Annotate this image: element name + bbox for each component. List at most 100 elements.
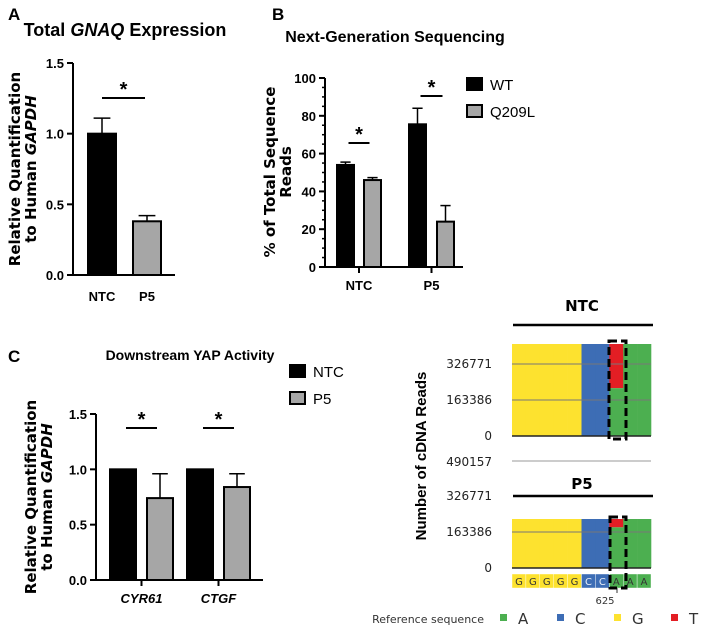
coverage-column <box>595 344 610 436</box>
y-axis-label-text: Number of cDNA Reads <box>413 372 430 541</box>
reference-base: C <box>599 577 606 588</box>
coverage-column <box>512 519 527 568</box>
coverage-column-t <box>609 344 624 389</box>
y-tick-label: 1.0 <box>46 127 64 142</box>
y-tick-label: 163386 <box>446 525 492 539</box>
bar-p5-wt <box>408 123 427 269</box>
bar-ctgf-ntc <box>186 468 214 582</box>
y-tick-label: 80 <box>302 109 316 124</box>
coverage-title: NTC <box>565 297 599 315</box>
position-label: 625 <box>595 596 614 607</box>
legend-swatch <box>289 391 306 405</box>
y-axis-label-line-part: GAPDH <box>38 423 56 483</box>
bar-ntc-wt <box>336 163 355 268</box>
panel-label: A <box>8 5 20 24</box>
coverage-column <box>525 519 541 568</box>
reference-base: G <box>543 577 551 588</box>
panel-c: C Downstream YAP Activity Relative Quantif… <box>8 347 344 606</box>
reference-base: A <box>641 577 648 588</box>
coverage-title: P5 <box>571 475 592 493</box>
significance-star: * <box>428 77 436 99</box>
reference-base: A <box>627 577 634 588</box>
coverage-column <box>637 519 652 568</box>
y-axis-label-line: to Human GAPDH <box>22 95 40 243</box>
chart-title-part: Total <box>24 20 71 40</box>
legend-swatch <box>614 614 621 621</box>
coverage-column <box>553 344 568 436</box>
bar-p5-q209l <box>436 220 455 268</box>
coverage-column-a <box>609 388 624 436</box>
y-tick-label: 326771 <box>446 357 492 371</box>
y-tick-label: 0 <box>484 429 492 443</box>
legend-swatch <box>671 614 678 621</box>
significance-star: * <box>355 124 363 146</box>
y-tick-label: 0.5 <box>69 518 87 533</box>
coverage-panel-p5: P5 0 163386 326771 490157 <box>446 455 653 575</box>
y-tick-label: 1.5 <box>69 407 87 422</box>
y-tick-label: 326771 <box>446 489 492 503</box>
y-axis-label-line: to Human GAPDH <box>38 423 56 571</box>
highlight-box <box>608 515 628 590</box>
bar-cyr61-p5 <box>146 497 174 581</box>
reference-base: G <box>529 577 537 588</box>
x-tick-label: NTC <box>346 278 373 293</box>
coverage-column <box>539 344 554 436</box>
y-tick-label: 1.0 <box>69 462 87 477</box>
y-tick-label: 60 <box>302 147 316 162</box>
significance-star: * <box>215 409 223 431</box>
legend-swatch <box>500 614 507 621</box>
x-tick-label: P5 <box>424 278 440 293</box>
y-tick-label: 0.0 <box>46 268 64 283</box>
coverage-column <box>581 519 596 568</box>
chart-title: Next-Generation Sequencing <box>285 29 505 46</box>
legend-label: P5 <box>313 391 331 408</box>
legend-label: G <box>632 610 644 627</box>
y-axis-label-line: Relative Quantification <box>6 72 24 266</box>
coverage-column <box>567 519 582 568</box>
y-tick-label: 490157 <box>446 455 492 469</box>
y-tick-label: 40 <box>302 184 316 199</box>
legend-swatch <box>557 614 564 621</box>
y-axis-label-line-part: Relative Quantification <box>22 400 40 594</box>
coverage-column <box>581 344 596 436</box>
y-tick-label: 0 <box>484 561 492 575</box>
significance-star: * <box>138 409 146 431</box>
y-tick-label: 0.0 <box>69 573 87 588</box>
chart-title-part: GNAQ <box>70 20 124 40</box>
panel-label: B <box>272 5 284 24</box>
coverage-column-a <box>609 527 624 568</box>
reference-base: C <box>585 577 592 588</box>
x-tick-label: CTGF <box>201 591 237 606</box>
legend-swatch <box>466 104 483 118</box>
coverage-column <box>525 344 541 436</box>
reference-base: A <box>613 577 620 588</box>
coverage-column <box>512 344 527 436</box>
coverage-column-t <box>609 519 624 528</box>
y-tick-label: 163386 <box>446 393 492 407</box>
legend-swatch <box>466 77 483 91</box>
y-axis-label-line-part: to Human <box>38 483 56 571</box>
chart-title: Total GNAQ Expression <box>24 20 227 40</box>
legend-title: Reference sequence <box>372 613 484 626</box>
y-axis-label-line: Reads <box>277 146 295 198</box>
legend-label: T <box>688 610 699 627</box>
bar-cyr61-ntc <box>109 468 137 582</box>
chart-title: Downstream YAP Activity <box>106 347 275 363</box>
coverage-column <box>595 519 610 568</box>
reference-base-cell <box>636 573 652 589</box>
legend-swatch <box>289 364 306 378</box>
y-axis-label-line-part: GAPDH <box>22 95 40 155</box>
panel-d-sequencing: Number of cDNA Reads NTC 0 163386 326771 P5 0 1… <box>372 297 699 627</box>
x-tick-label: CYR61 <box>121 591 163 606</box>
highlight-box <box>607 339 628 441</box>
bar-ctgf-p5 <box>223 486 251 582</box>
y-tick-label: 0 <box>309 260 316 275</box>
legend-label: C <box>575 610 585 627</box>
reference-base: G <box>515 577 523 588</box>
coverage-panel-ntc: NTC 0 163386 326771 <box>446 297 653 443</box>
